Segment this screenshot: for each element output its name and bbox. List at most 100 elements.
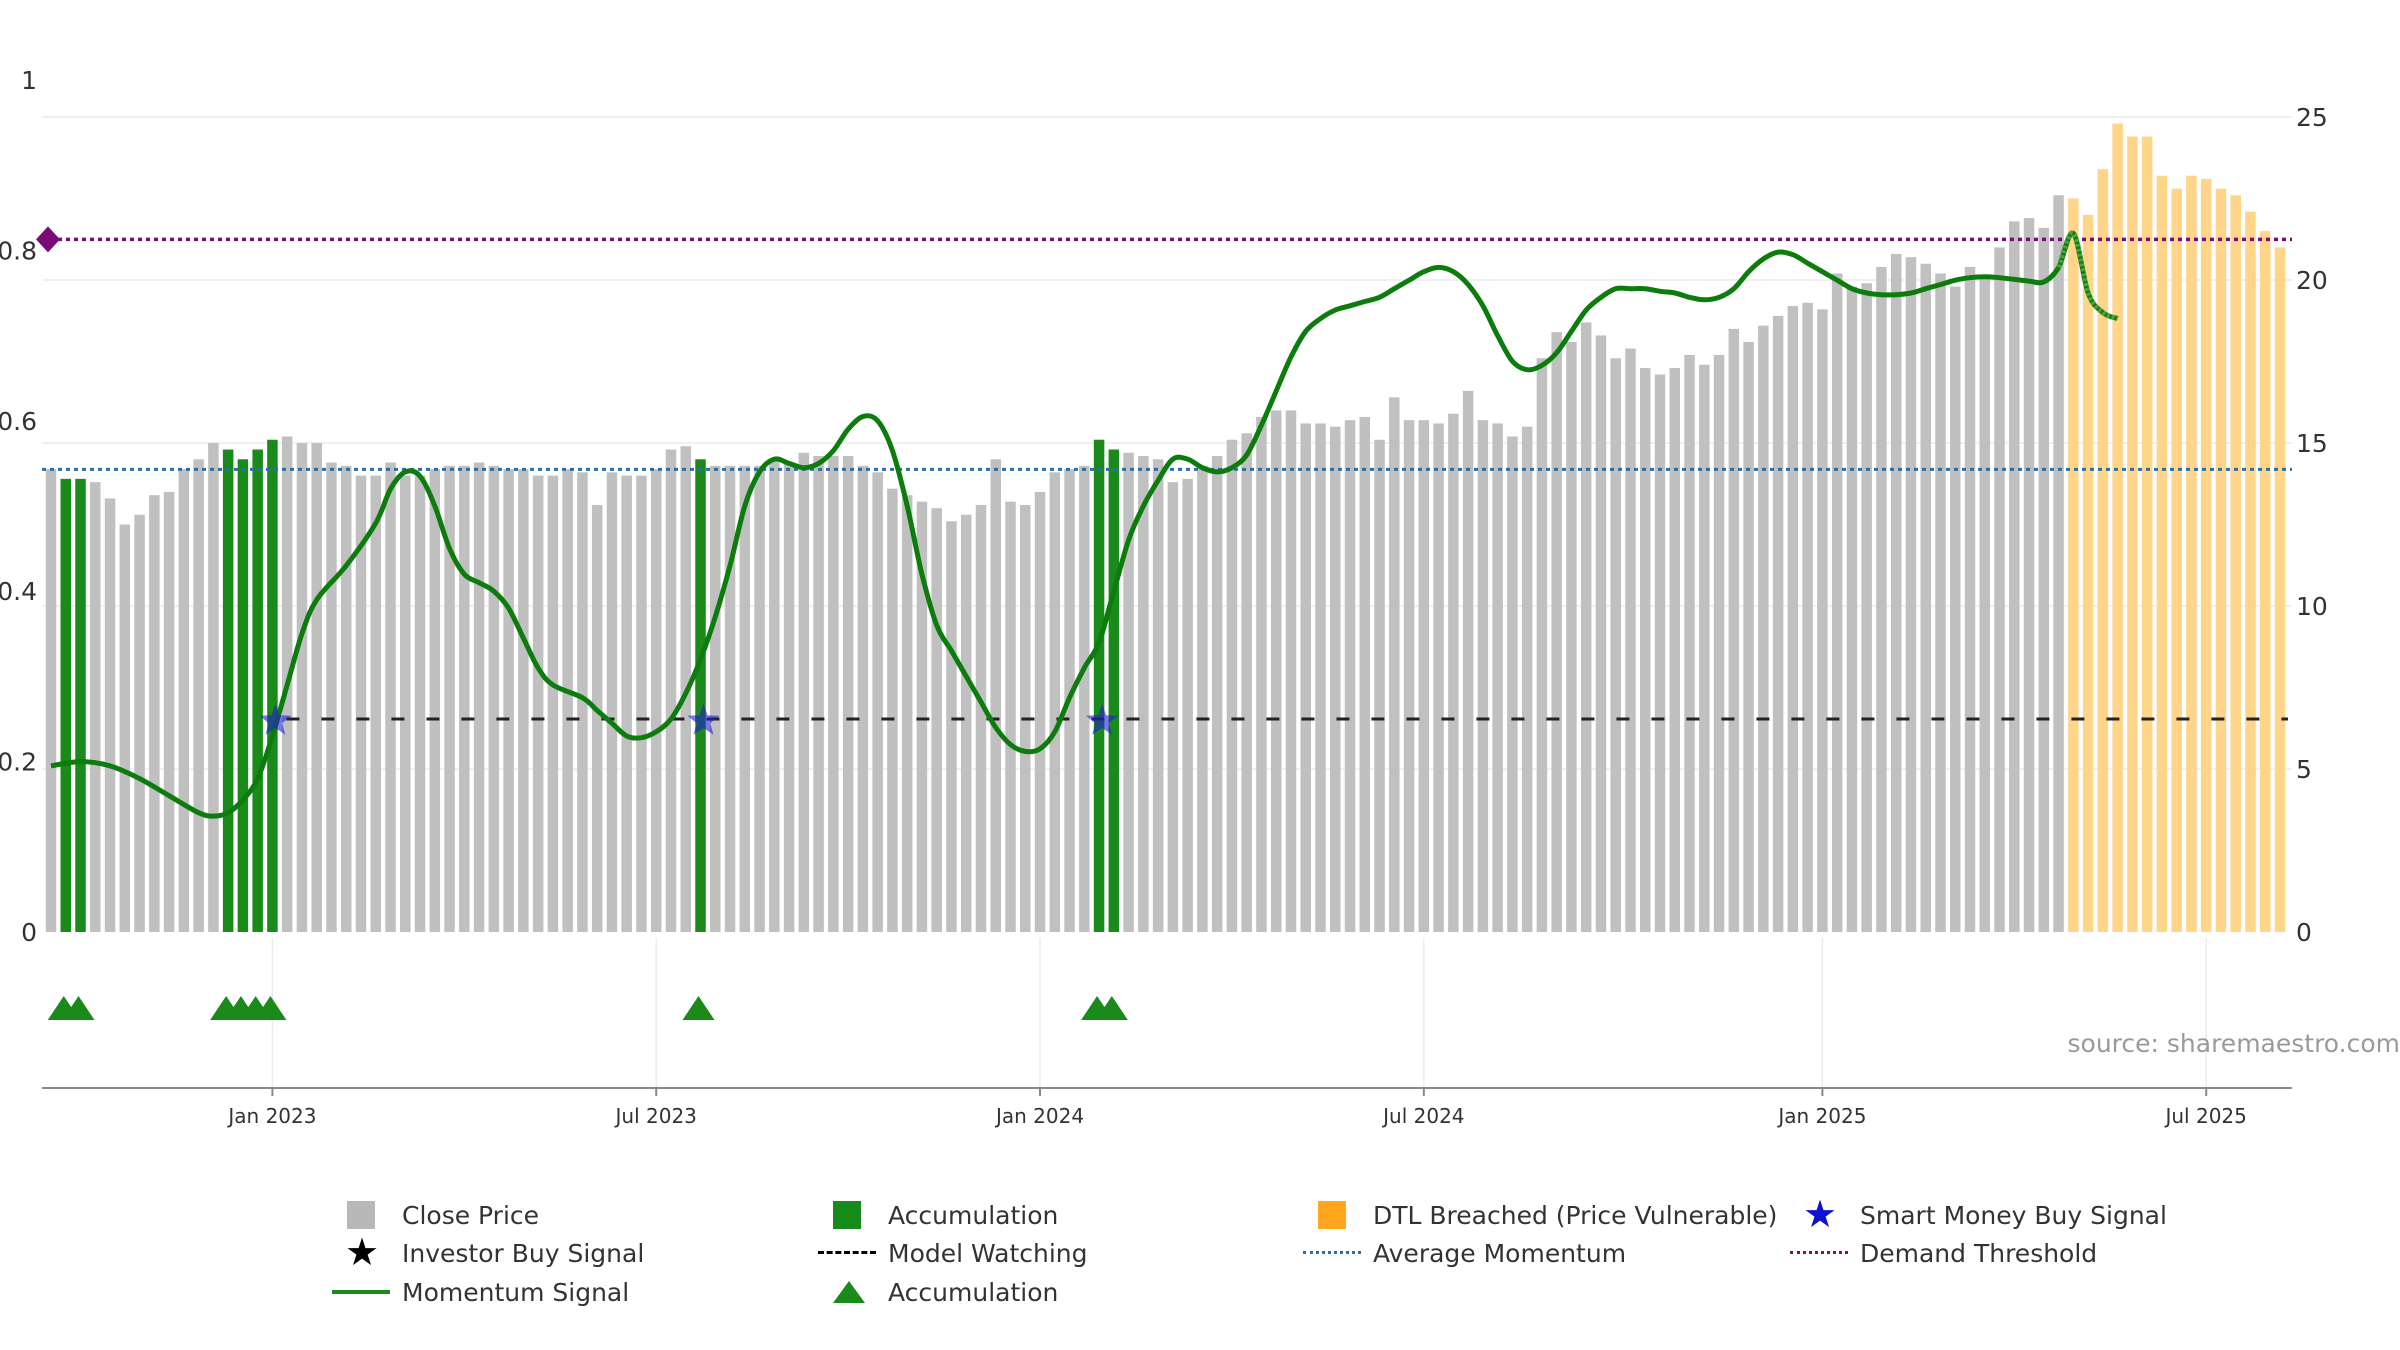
price-bar: [975, 504, 987, 932]
legend-dot-icon: [1303, 1236, 1363, 1270]
price-bar: [370, 475, 382, 932]
price-bar: [1580, 322, 1592, 932]
reference-lines: [36, 226, 2292, 721]
price-bar: [1152, 459, 1164, 932]
axes: Jan 2023 Jul 2023 Jan 2024 Jul 2024 Jan 2025…: [0, 66, 2328, 1128]
accumulation-bar: [237, 459, 249, 932]
price-bar: [591, 504, 603, 932]
accumulation-bar: [695, 459, 706, 932]
price-bar: [1521, 426, 1533, 932]
price-bar: [1905, 257, 1917, 932]
momentum-line: [50, 230, 2119, 819]
price-bar: [414, 475, 426, 932]
price-bar: [1728, 328, 1740, 932]
price-bar: [1477, 420, 1489, 932]
legend-square-icon: [818, 1198, 878, 1232]
right-tick-label: 5: [2296, 755, 2312, 784]
price-bar: [90, 482, 101, 932]
price-bar: [887, 488, 898, 932]
signal-markers: [47, 704, 1128, 1020]
dtl-breached-bar: [2186, 175, 2197, 932]
price-bar: [562, 469, 573, 932]
legend-item: Accumulation: [818, 1198, 1058, 1232]
legend-label: Momentum Signal: [402, 1277, 630, 1307]
legend-dot-icon: [1790, 1236, 1850, 1270]
accumulation-bar: [252, 449, 263, 932]
dtl-breached-bar: [2068, 198, 2079, 932]
dtl-breached-bar: [2082, 214, 2094, 933]
legend-dash-icon: [818, 1236, 878, 1270]
price-bar: [1625, 348, 1636, 933]
price-bar: [990, 459, 1001, 932]
dtl-breached-bar: [2127, 136, 2138, 932]
dtl-breached-bar: [2112, 123, 2123, 932]
accumulation-bar: [222, 449, 234, 932]
price-bar: [1448, 413, 1459, 932]
price-bar: [532, 475, 544, 932]
price-bar: [1359, 416, 1371, 932]
smart-money-star: [259, 704, 292, 735]
price-bar: [621, 475, 632, 932]
x-tick-label: Jul 2025: [2163, 1104, 2246, 1128]
price-bar: [842, 456, 854, 932]
legend-star-icon: ★: [344, 1230, 380, 1274]
price-bar: [1285, 410, 1297, 932]
legend-item: ★ Smart Money Buy Signal: [1790, 1194, 2167, 1234]
legend-label: Model Watching: [888, 1238, 1088, 1268]
legend-label: Close Price: [402, 1200, 540, 1230]
price-bar: [1005, 501, 1016, 932]
accumulation-bar: [267, 439, 278, 932]
price-bar: [769, 459, 780, 932]
accumulation-triangle: [682, 996, 715, 1020]
right-tick-label: 25: [2296, 103, 2328, 132]
price-bar: [1831, 273, 1843, 933]
demand-threshold-marker: [36, 226, 60, 253]
price-bar: [1211, 456, 1223, 932]
price-bar: [311, 443, 322, 932]
legend-label: Accumulation: [888, 1277, 1059, 1307]
price-bar: [473, 462, 485, 932]
price-bar: [857, 465, 869, 932]
accumulation-bar: [1093, 439, 1105, 932]
legend-triangle-icon: [818, 1275, 878, 1309]
price-bar: [739, 465, 751, 932]
price-bar: [2038, 227, 2050, 933]
price-bar: [1964, 266, 1976, 933]
legend-label: Demand Threshold: [1860, 1238, 2098, 1268]
price-bar: [503, 469, 514, 932]
price-bar: [296, 443, 308, 932]
dtl-breached-bar: [2097, 169, 2109, 932]
accumulation-triangle: [62, 996, 95, 1020]
dtl-breached-bar: [2274, 247, 2286, 932]
price-bar: [1772, 315, 1784, 932]
price-bar: [1433, 423, 1444, 932]
legend-square-icon: [332, 1198, 392, 1232]
price-bar: [429, 469, 441, 932]
price-bar: [1684, 354, 1695, 933]
price-bar: [444, 465, 455, 932]
left-tick-label: 0.6: [0, 407, 37, 436]
legend-label: Smart Money Buy Signal: [1860, 1200, 2167, 1230]
price-bar: [1669, 368, 1681, 932]
price-bar: [1743, 341, 1754, 932]
price-bar: [1890, 253, 1902, 933]
price-bar: [134, 514, 145, 932]
price-bar: [1300, 423, 1311, 932]
price-bar: [1330, 426, 1341, 932]
price-bar: [1123, 452, 1134, 932]
momentum-line-dtl: [2056, 230, 2119, 321]
price-bar: [1640, 368, 1651, 932]
smart-money-star: [687, 704, 720, 735]
legend-item: DTL Breached (Price Vulnerable): [1303, 1198, 1777, 1232]
dtl-breached-bar: [2259, 231, 2271, 933]
price-bar: [946, 521, 957, 932]
price-bar: [710, 465, 721, 932]
legend-label: Investor Buy Signal: [402, 1238, 645, 1268]
left-tick-label: 0.4: [0, 577, 37, 606]
price-bar: [1182, 478, 1193, 932]
legend-item: ★ Investor Buy Signal: [332, 1230, 645, 1274]
legend-item: Demand Threshold: [1790, 1236, 2097, 1270]
price-bar: [193, 459, 204, 932]
price-bar: [1167, 482, 1179, 932]
price-bar: [606, 472, 618, 932]
